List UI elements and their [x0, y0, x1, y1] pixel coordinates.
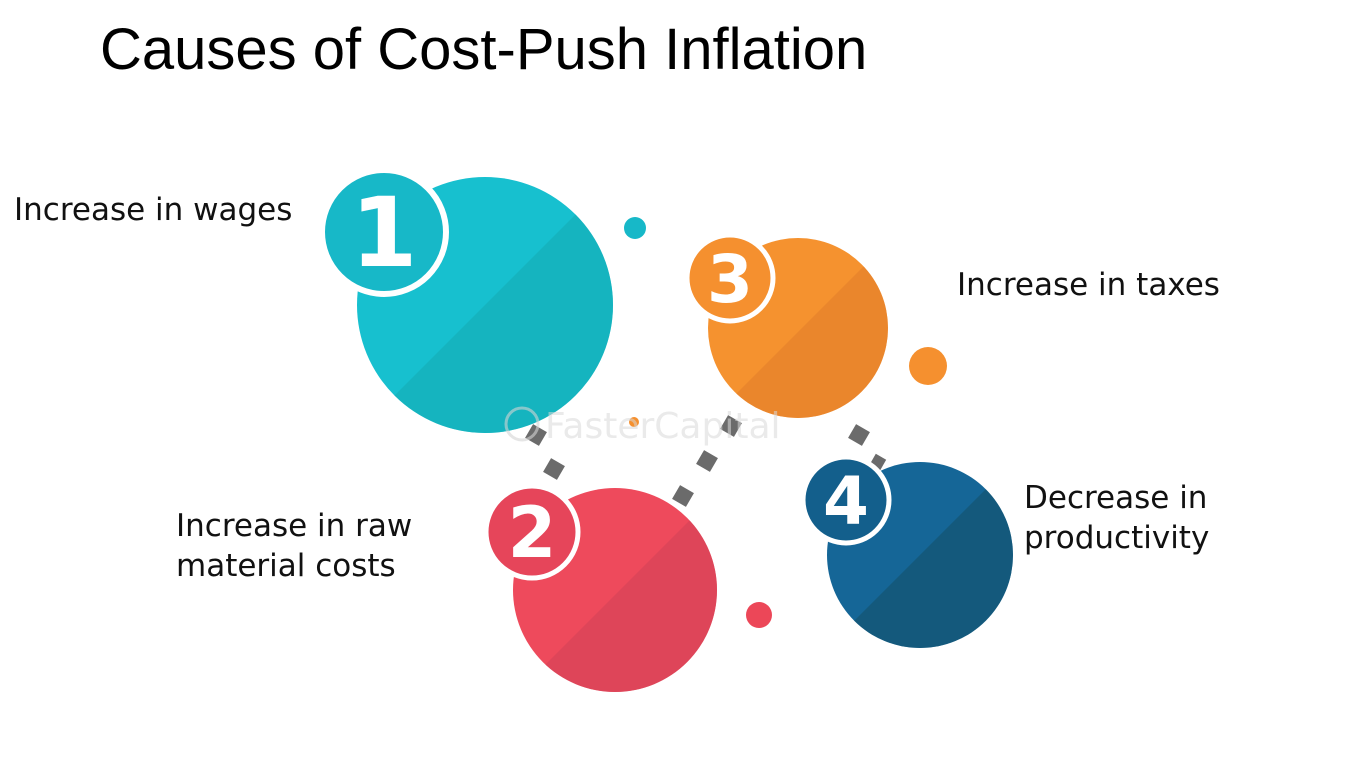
cause-number-3: 3 [707, 241, 753, 318]
cause-label-2-line-1: Increase in raw [176, 508, 413, 544]
connector-dot [696, 450, 718, 472]
cause-circle-2: 2 [483, 483, 717, 692]
watermark-gear-icon [504, 406, 540, 442]
accent-dot-orange [909, 347, 947, 385]
cause-number-4: 4 [823, 463, 869, 540]
cause-label-4-line-2: productivity [1024, 520, 1210, 556]
cause-label-4-line-1: Decrease in [1024, 480, 1208, 516]
connector-dot [525, 424, 547, 446]
page-title: Causes of Cost-Push Inflation [100, 17, 868, 82]
cause-label-3: Increase in taxes [957, 265, 1220, 305]
cause-number-2: 2 [508, 492, 557, 574]
connector-dot [543, 458, 565, 480]
connector-3-2 [672, 415, 742, 507]
cause-label-4: Decrease in productivity [1024, 478, 1209, 558]
connector-1-2 [525, 424, 565, 480]
cause-label-2: Increase in raw material costs [176, 506, 412, 586]
accent-dot-red [746, 602, 772, 628]
cause-circle-1: 1 [319, 167, 613, 433]
cause-label-2-line-2: material costs [176, 548, 396, 584]
accent-dot-orange-small [629, 417, 639, 427]
connector-dot [720, 415, 742, 437]
accent-dot-teal [624, 217, 646, 239]
connector-dot [672, 485, 694, 507]
connector-dot [848, 424, 870, 446]
cause-label-1: Increase in wages [14, 190, 292, 230]
cause-circle-4: 4 [800, 454, 1013, 648]
cause-label-3-line-1: Increase in taxes [957, 267, 1220, 303]
watermark: FasterCapital [504, 406, 781, 447]
cause-label-1-line-1: Increase in wages [14, 192, 293, 228]
cause-number-1: 1 [351, 177, 418, 289]
watermark-text: FasterCapital [545, 406, 781, 447]
